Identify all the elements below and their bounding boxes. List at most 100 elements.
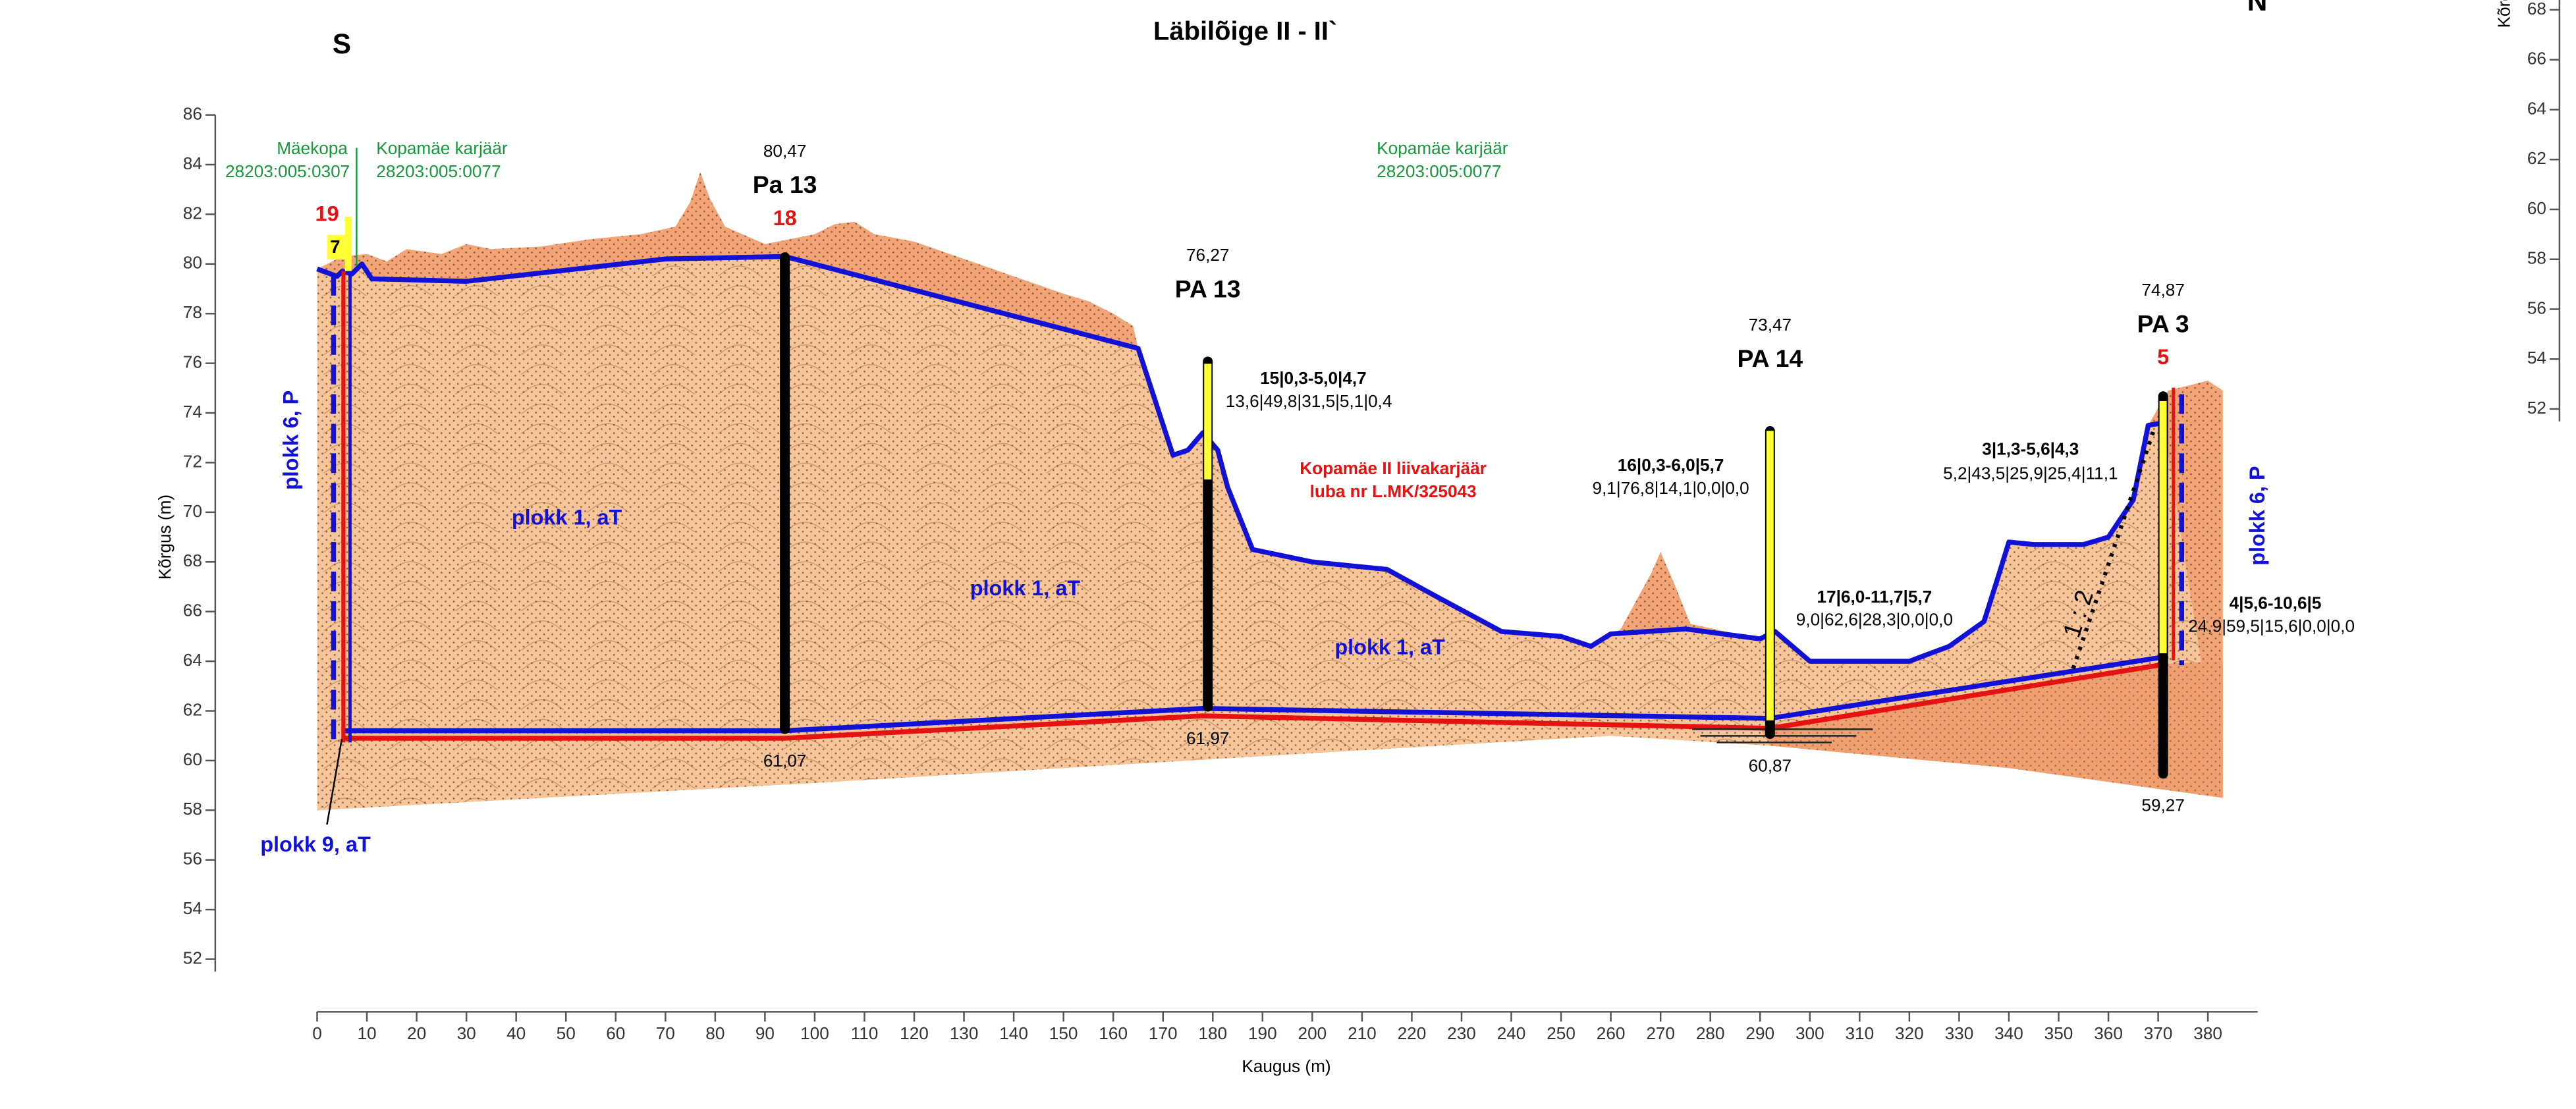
y2-tick-label: 52 [2527,398,2546,418]
borehole-name: Pa 13 [753,171,817,198]
x-tick-label: 90 [755,1023,775,1043]
y2-tick-label: 56 [2527,298,2546,317]
bottom-elevation: 60,87 [1749,755,1792,775]
annotation: plokk 9, aT [260,832,371,856]
x-tick-label: 230 [1447,1023,1476,1043]
chart: Läbilõige II - II` 525456586062646668707… [0,0,2576,1109]
y-tick-label: 74 [183,402,202,421]
x-tick-label: 300 [1795,1023,1824,1043]
top-elevation: 80,47 [763,141,807,161]
y-tick-label: 80 [183,253,202,273]
x-tick-label: 210 [1348,1023,1377,1043]
page: Läbilõige II - II` 525456586062646668707… [0,0,2576,1109]
x-tick-label: 170 [1149,1023,1178,1043]
annotation: Mäekopa [277,138,348,158]
bottom-elevation: 59,27 [2141,796,2185,815]
y2-tick-label: 60 [2527,198,2546,218]
annotation: 5,2|43,5|25,9|25,4|11,1 [1943,464,2118,483]
x-tick-label: 30 [457,1023,476,1043]
y-tick-label: 68 [183,551,202,570]
x-tick-label: 340 [1994,1023,2023,1043]
x-tick-label: 280 [1696,1023,1725,1043]
annotation: 7 [330,236,340,257]
top-elevation: 73,47 [1749,315,1792,335]
annotation: 19 [315,202,339,225]
x-tick-label: 80 [705,1023,725,1043]
x-tick-label: 60 [606,1023,625,1043]
y-tick-label: 52 [183,948,202,967]
x-axis-title: Kaugus (m) [1242,1056,1330,1076]
x-tick-label: 100 [800,1023,829,1043]
bottom-elevation: 61,97 [1186,728,1229,748]
x-tick-label: 140 [999,1023,1028,1043]
annotation: Kopamäe karjäär [376,138,508,158]
annotation: 24,9|59,5|15,6|0,0|0,0 [2188,616,2355,636]
y-tick-label: 60 [183,749,202,769]
y-tick-label: 82 [183,203,202,223]
annotation: plokk 1, aT [512,506,622,529]
x-tick-label: 330 [1945,1023,1974,1043]
borehole-screen [1766,430,1774,720]
y-tick-label: 84 [183,153,202,173]
annotation: 3|1,3-5,6|4,3 [1982,439,2079,458]
y2-tick-label: 66 [2527,49,2546,68]
x-tick-label: 20 [407,1023,426,1043]
top-elevation: 76,27 [1186,245,1229,265]
annotation: S [333,28,351,59]
bottom-elevation: 61,07 [763,751,807,771]
borehole-name: PA 3 [2137,310,2189,337]
x-tick-label: 200 [1298,1023,1327,1043]
y-tick-label: 56 [183,849,202,869]
x-tick-label: 360 [2094,1023,2123,1043]
x-tick-label: 310 [1846,1023,1875,1043]
annotation: plokk 6, P [279,391,303,490]
x-tick-label: 350 [2044,1023,2073,1043]
x-tick-label: 290 [1745,1023,1774,1043]
annotation: N [2247,0,2268,16]
y-tick-label: 54 [183,898,202,918]
annotation: 13,6|49,8|31,5|5,1|0,4 [1226,391,1392,411]
x-tick-label: 130 [950,1023,979,1043]
annotation: 17|6,0-11,7|5,7 [1817,587,1932,607]
x-tick-label: 110 [851,1023,879,1043]
annotation: 4|5,6-10,6|5 [2230,593,2322,613]
y2-tick-label: 64 [2527,98,2546,118]
borehole-screen [1203,364,1211,480]
x-tick-label: 240 [1497,1023,1526,1043]
annotation: 15|0,3-5,0|4,7 [1260,368,1367,388]
borehole-name: PA 13 [1175,275,1241,303]
x-tick-label: 70 [656,1023,675,1043]
y-tick-label: 66 [183,601,202,620]
x-tick-label: 50 [557,1023,576,1043]
top-elevation: 74,87 [2141,280,2185,300]
y2-tick-label: 62 [2527,148,2546,168]
annotation: plokk 1, aT [1334,636,1445,659]
borehole-number: 18 [773,206,797,230]
annotation: Kopamäe II liivakarjäär [1300,458,1487,478]
borehole [780,252,790,734]
y-axis-title: Kõrgus (m) [155,495,175,580]
y-tick-label: 58 [183,799,202,819]
x-tick-label: 10 [357,1023,376,1043]
annotation: 9,1|76,8|14,1|0,0|0,0 [1593,478,1749,498]
x-tick-label: 120 [900,1023,929,1043]
x-tick-label: 190 [1248,1023,1277,1043]
annotation: plokk 1, aT [970,576,1081,600]
y2-tick-label: 68 [2527,0,2546,18]
y2-tick-label: 58 [2527,248,2546,268]
x-tick-label: 40 [507,1023,526,1043]
annotation: 28203:005:0307 [225,161,350,181]
x-tick-label: 180 [1198,1023,1227,1043]
x-tick-label: 220 [1398,1023,1427,1043]
y-tick-label: 76 [183,352,202,372]
annotation: Kopamäe karjäär [1377,138,1508,158]
y-tick-label: 78 [183,302,202,322]
x-tick-label: 260 [1597,1023,1626,1043]
annotation: plokk 6, P [2245,466,2269,565]
annotation: 9,0|62,6|28,3|0,0|0,0 [1796,610,1953,630]
y-tick-label: 64 [183,650,202,670]
y-tick-label: 70 [183,501,202,521]
x-tick-label: 160 [1099,1023,1128,1043]
x-tick-label: 0 [312,1023,322,1043]
annotation: 28203:005:0077 [376,161,501,181]
